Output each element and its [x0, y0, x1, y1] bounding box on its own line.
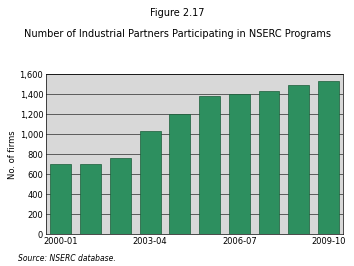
Y-axis label: No. of firms: No. of firms: [8, 130, 17, 178]
Bar: [318, 81, 339, 234]
Bar: [199, 97, 220, 234]
Bar: [51, 164, 71, 234]
Bar: [259, 92, 279, 234]
Bar: [289, 85, 309, 234]
Bar: [140, 131, 160, 234]
Text: Source: NSERC database.: Source: NSERC database.: [18, 254, 115, 263]
Bar: [80, 164, 101, 234]
Bar: [229, 94, 250, 234]
Text: Figure 2.17: Figure 2.17: [150, 8, 204, 18]
Bar: [170, 114, 190, 234]
Bar: [110, 158, 131, 234]
Text: Number of Industrial Partners Participating in NSERC Programs: Number of Industrial Partners Participat…: [23, 29, 331, 39]
